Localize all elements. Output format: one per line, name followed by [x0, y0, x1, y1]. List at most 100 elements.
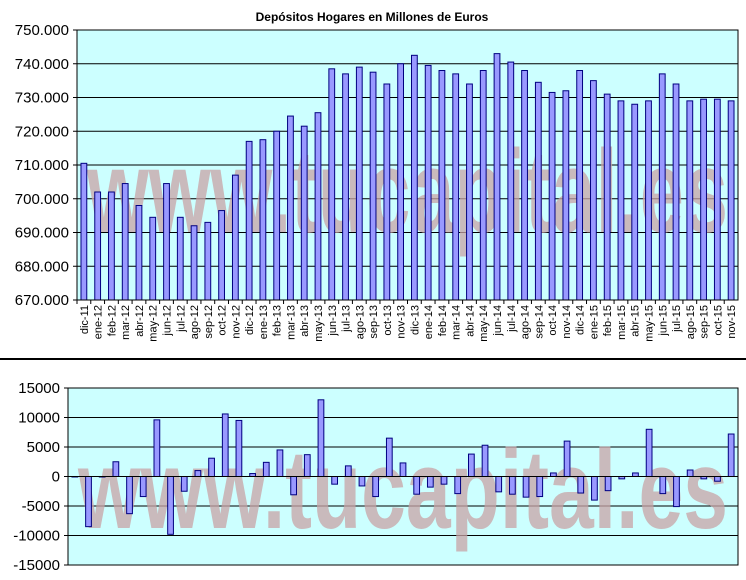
bar [493, 53, 501, 300]
x-tick-label: nov-15 [726, 305, 738, 339]
x-tick-label: abr-15 [630, 305, 642, 337]
y-tick-label: 720.000 [15, 123, 69, 140]
x-tick-label: ago-12 [189, 305, 201, 339]
bar [369, 71, 377, 300]
x-tick-label: may-13 [313, 305, 325, 342]
bar [112, 461, 120, 477]
bar [245, 140, 253, 300]
bar [167, 476, 174, 535]
bar [126, 476, 133, 515]
x-tick-label: sep-14 [533, 305, 545, 339]
bar [149, 216, 157, 300]
bar [194, 470, 202, 478]
x-tick-label: mar-12 [120, 305, 132, 340]
x-tick-label: mar-15 [616, 305, 628, 340]
chart-title: Depósitos Hogares en Millones de Euros [256, 10, 489, 24]
bar [273, 130, 281, 300]
bar [426, 476, 434, 488]
bar [673, 476, 680, 508]
bar [139, 476, 147, 498]
y-tick-label: -10000 [13, 528, 60, 545]
bar [190, 225, 198, 300]
bar [121, 183, 129, 300]
bar [440, 476, 448, 485]
bar [276, 449, 284, 478]
x-tick-label: sep-15 [699, 305, 711, 339]
x-tick-label: jul-14 [506, 305, 518, 333]
y-tick-label: 5000 [27, 439, 60, 456]
x-tick-label: ene-14 [423, 305, 435, 339]
bar [218, 210, 225, 300]
x-tick-label: ago-13 [354, 305, 366, 339]
bar [328, 68, 336, 300]
bar [231, 174, 239, 300]
bar [645, 428, 653, 477]
x-tick-label: dic-13 [409, 305, 421, 335]
bar [204, 221, 212, 300]
x-tick-label: feb-14 [437, 305, 449, 336]
plot-frame [67, 387, 739, 566]
x-tick-label: dic-12 [244, 305, 256, 335]
bar [713, 98, 721, 300]
bar [383, 83, 391, 300]
bar [658, 73, 666, 300]
bar [536, 476, 544, 498]
bar [180, 476, 188, 492]
bar [550, 472, 557, 477]
x-tick-label: jun-13 [327, 305, 339, 337]
bar [342, 73, 349, 300]
y-tick-label: 670.000 [15, 292, 69, 309]
bar [466, 83, 473, 300]
bar [495, 476, 503, 493]
bar [221, 413, 229, 477]
y-tick-label: 700.000 [15, 191, 69, 208]
x-tick-label: abr-13 [299, 305, 311, 337]
bar [659, 476, 667, 495]
y-tick-label: -15000 [13, 557, 60, 574]
bar [562, 90, 570, 300]
y-tick-label: 690.000 [15, 225, 69, 242]
bar [344, 465, 352, 478]
bar [534, 81, 542, 300]
bar [208, 457, 215, 477]
bar [262, 461, 270, 477]
bar [521, 70, 528, 300]
bar [85, 476, 92, 528]
bar [686, 100, 694, 300]
bar [355, 66, 363, 300]
bar [94, 191, 102, 300]
bar [509, 476, 516, 495]
bar [522, 476, 530, 498]
bar [287, 115, 294, 300]
bar [303, 454, 311, 478]
bar [563, 440, 571, 478]
bar [358, 476, 366, 487]
bar [314, 112, 322, 300]
x-tick-label: mar-13 [285, 305, 297, 340]
bar [591, 476, 598, 501]
bar [163, 183, 170, 300]
x-tick-label: feb-12 [106, 305, 118, 336]
y-tick-label: 680.000 [15, 258, 69, 275]
x-tick-label: feb-13 [272, 305, 284, 336]
watermark-text: www.tucapital.es [77, 427, 728, 552]
x-tick-label: ago-14 [520, 305, 532, 339]
bar [399, 462, 407, 477]
x-tick-label: jun-15 [657, 305, 669, 337]
bottom-chart: -15000 -10000 -5000 0 5000 10000 15000 www.tuca… [13, 380, 739, 574]
bar [438, 70, 446, 300]
bar [259, 139, 267, 300]
bar [576, 70, 584, 300]
bar [300, 125, 308, 300]
bar [135, 205, 143, 300]
x-tick-label: oct-14 [547, 305, 559, 336]
bar [714, 476, 721, 482]
bar [397, 63, 405, 300]
x-tick-label: ago-15 [685, 305, 697, 339]
x-tick-label: oct-12 [217, 305, 229, 336]
top-chart: 670.000 680.000 690.000 700.000 710.000 720.0… [15, 22, 739, 342]
y-tick-label: 730.000 [15, 90, 69, 107]
bar [108, 191, 115, 300]
bar [727, 100, 735, 300]
